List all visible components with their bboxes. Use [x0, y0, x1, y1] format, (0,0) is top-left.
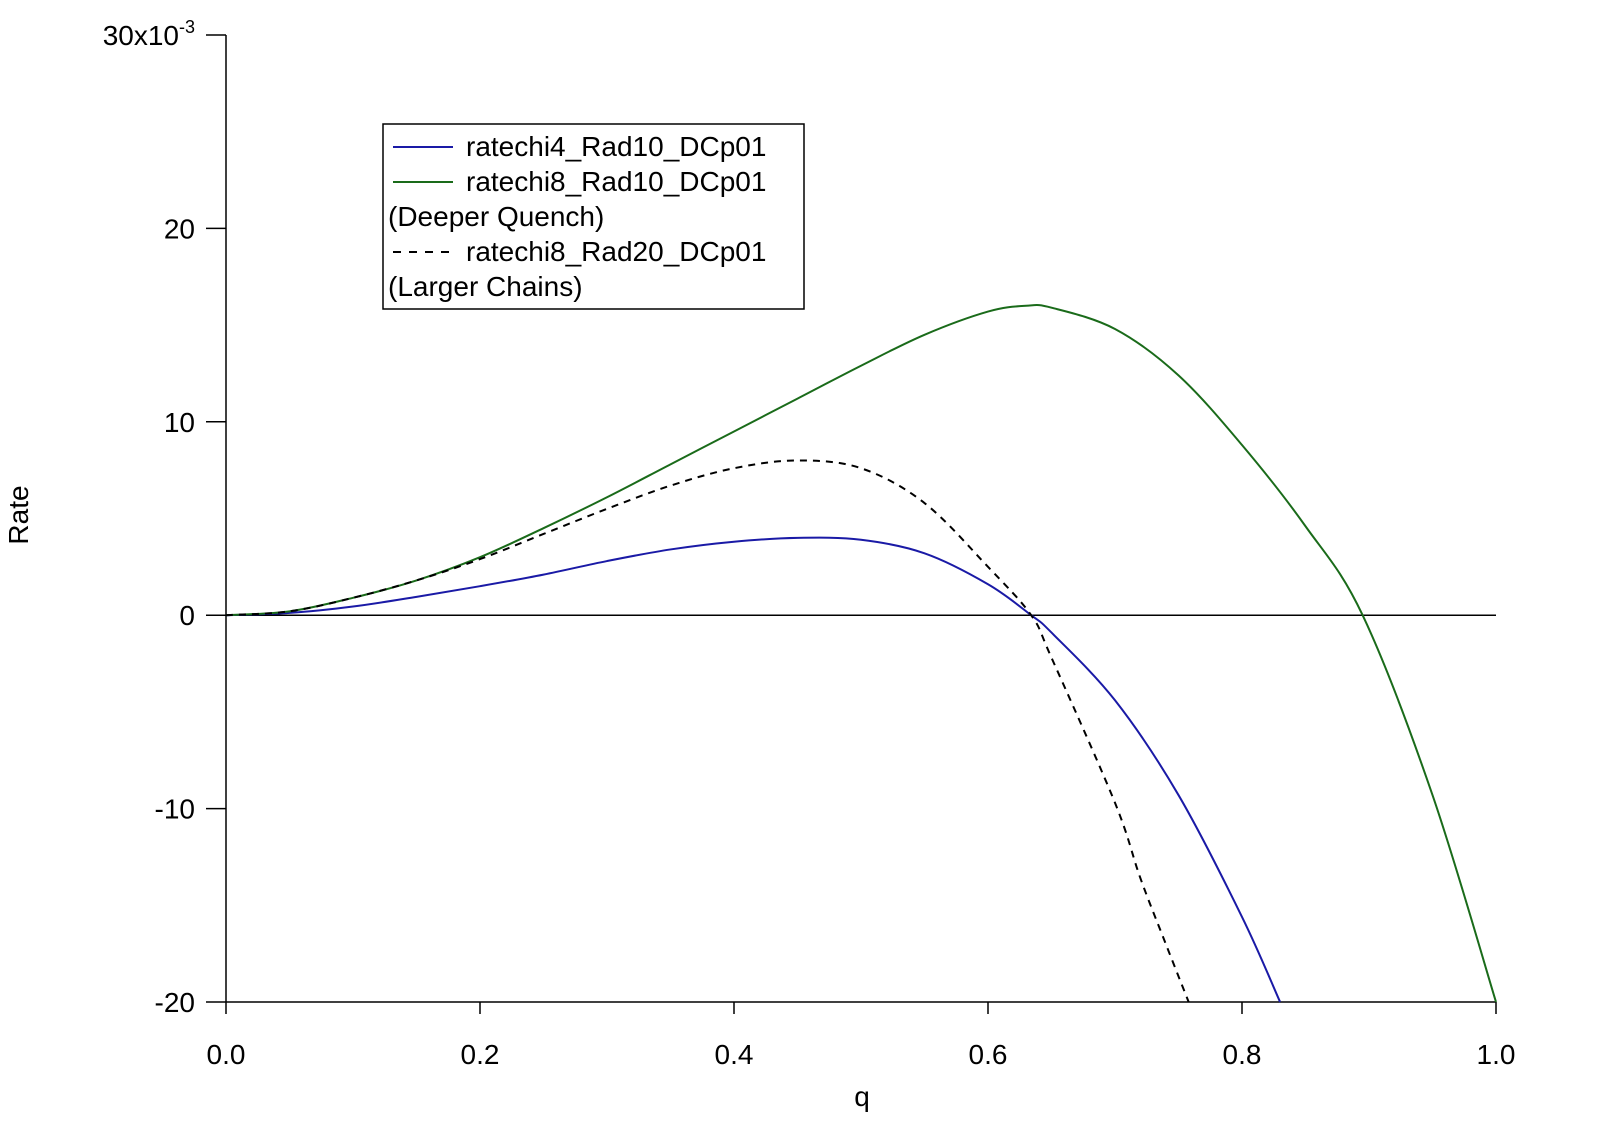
y-tick-label: -20	[155, 987, 195, 1018]
legend-label-series-1: ratechi4_Rad10_DCp01	[466, 131, 766, 162]
legend: ratechi4_Rad10_DCp01 ratechi8_Rad10_DCp0…	[382, 123, 805, 310]
y-exponent: -3	[179, 17, 195, 37]
y-tick-label: 20	[164, 213, 195, 244]
series-line-1	[225, 536, 1282, 1003]
y-tick-label: -10	[155, 794, 195, 825]
legend-box	[382, 123, 805, 310]
legend-label-series-3: ratechi8_Rad20_DCp01	[466, 236, 766, 267]
y-axis-title: Rate	[3, 485, 34, 544]
axes: 0.0 0.2 0.4 0.6 0.8 1.0 -20 -10 0 10 20 30x10-3	[103, 17, 1516, 1070]
x-tick-label: 0.0	[207, 1039, 246, 1070]
series-layer	[225, 304, 1497, 1003]
y-tick-label: 10	[164, 407, 195, 438]
y-tick-label: 0	[179, 600, 195, 631]
legend-sublabel-series-3: (Larger Chains)	[388, 271, 583, 302]
legend-label-series-2: ratechi8_Rad10_DCp01	[466, 166, 766, 197]
series-line-3	[225, 459, 1190, 1003]
x-axis-title: q	[854, 1081, 870, 1112]
x-tick-label: 0.2	[461, 1039, 500, 1070]
x-tick-label: 0.4	[715, 1039, 754, 1070]
x-tick-label: 1.0	[1477, 1039, 1516, 1070]
legend-sublabel-series-2: (Deeper Quench)	[388, 201, 604, 232]
series-line-2	[225, 304, 1497, 1003]
x-tick-label: 0.6	[969, 1039, 1008, 1070]
y-tick-label: 30x10-3	[103, 17, 195, 51]
x-tick-label: 0.8	[1223, 1039, 1262, 1070]
